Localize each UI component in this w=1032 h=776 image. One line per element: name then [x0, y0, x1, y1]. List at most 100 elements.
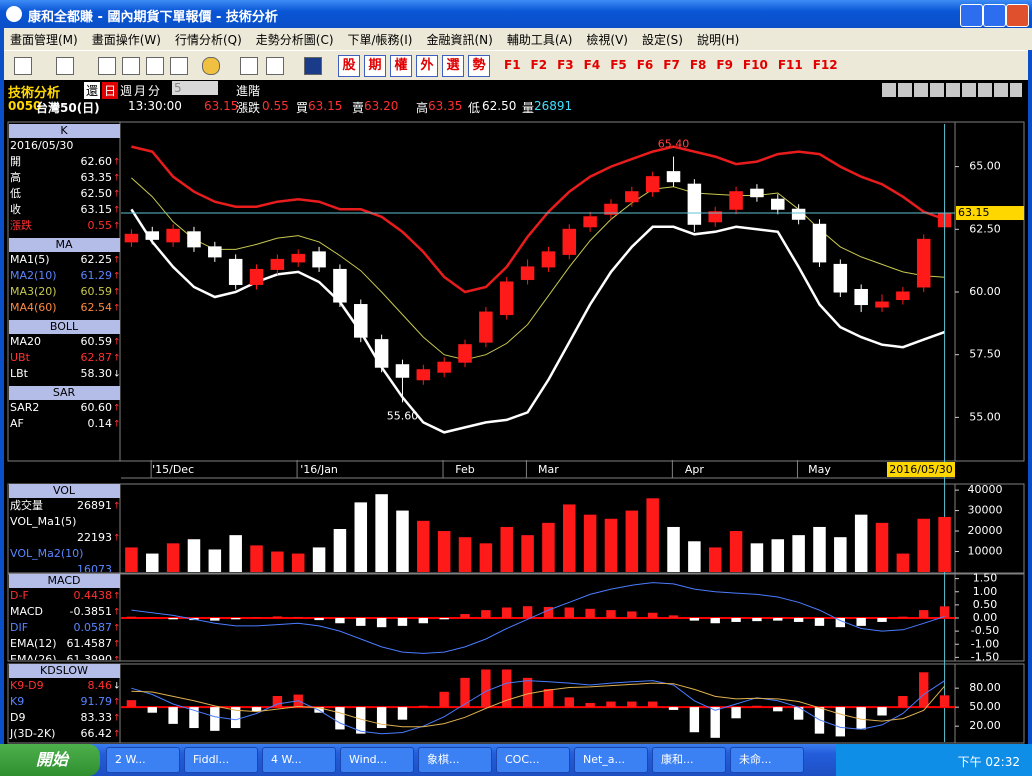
tool-icon[interactable]	[240, 57, 258, 75]
bar-plot	[125, 494, 951, 572]
row-value: 0.14	[88, 417, 113, 430]
menu-item[interactable]: 畫面管理(M)	[10, 32, 78, 47]
function-key[interactable]: F1	[504, 58, 521, 72]
menu-item[interactable]: 走勢分析圖(C)	[255, 32, 334, 47]
y-tick-label: 40000	[968, 483, 1003, 496]
day-button[interactable]: 日	[102, 82, 119, 99]
menu-item[interactable]: 輔助工具(A)	[506, 32, 573, 47]
menu-item[interactable]: 金融資訊(N)	[426, 32, 493, 47]
function-key[interactable]: F3	[557, 58, 574, 72]
row-arrow: ↑	[113, 592, 121, 602]
order-button[interactable]: 股	[338, 55, 360, 77]
task-button[interactable]: Net_a...	[574, 747, 648, 773]
candle-body	[729, 191, 743, 210]
candle-body	[583, 216, 597, 228]
bar	[356, 707, 366, 734]
row-arrow: ↓	[113, 682, 121, 692]
bar	[126, 700, 137, 708]
bar	[333, 529, 347, 572]
bar	[126, 616, 137, 618]
tool-icon[interactable]	[98, 57, 116, 75]
tool-icon[interactable]	[56, 57, 74, 75]
function-key[interactable]: F6	[636, 58, 654, 72]
function-key[interactable]: F5	[610, 58, 627, 72]
tool-icon[interactable]	[14, 57, 32, 75]
period-select[interactable]: 5	[172, 81, 218, 95]
tool-icon[interactable]	[304, 57, 322, 75]
order-button[interactable]: 外	[416, 55, 438, 77]
order-button[interactable]: 選	[442, 55, 464, 77]
indicator-line	[131, 145, 946, 294]
maximize-button[interactable]	[983, 4, 1006, 27]
bar	[606, 701, 616, 708]
order-button[interactable]: 勢	[468, 55, 490, 77]
task-button[interactable]: 康和...	[652, 747, 726, 773]
tool-icon[interactable]	[202, 57, 220, 75]
bar	[773, 707, 783, 712]
task-button[interactable]: 4 W...	[262, 747, 336, 773]
bar	[835, 618, 846, 628]
row-label: 收	[10, 202, 21, 216]
menu-item[interactable]: 說明(H)	[696, 32, 740, 47]
month-button[interactable]: 月	[134, 84, 147, 98]
row-value: 8.46	[88, 679, 113, 692]
tool-icon[interactable]	[170, 57, 188, 75]
task-button[interactable]: 象棋...	[418, 747, 492, 773]
week-button[interactable]: 週	[120, 84, 133, 98]
task-button[interactable]: Fiddl...	[184, 747, 258, 773]
x-tick-label: May	[808, 463, 831, 476]
candle-body	[228, 258, 243, 285]
row-arrow: ↑	[113, 256, 121, 266]
start-button[interactable]: 開始	[0, 744, 100, 776]
bar	[376, 618, 387, 628]
menu-item[interactable]: 設定(S)	[641, 32, 683, 47]
function-key[interactable]: F9	[716, 58, 733, 72]
chart-tools[interactable]	[882, 83, 1022, 97]
restore-button[interactable]: 還	[84, 82, 101, 99]
task-button[interactable]: 未命...	[730, 747, 804, 773]
function-key[interactable]: F11	[777, 58, 803, 72]
candle-body	[562, 228, 577, 255]
bar	[272, 616, 283, 618]
bar	[938, 516, 951, 572]
last-price: 63.15	[204, 99, 239, 113]
function-key[interactable]: F2	[530, 58, 548, 72]
menu-item[interactable]: 行情分析(Q)	[174, 32, 242, 47]
bar	[668, 615, 679, 618]
candle-body	[645, 176, 660, 193]
y-tick-label: -1.00	[971, 637, 999, 650]
menu-item[interactable]: 下單/帳務(I)	[347, 32, 413, 47]
task-button[interactable]: COC...	[496, 747, 570, 773]
menu-item[interactable]: 檢視(V)	[586, 32, 628, 47]
order-button[interactable]: 權	[390, 55, 412, 77]
task-button[interactable]: 2 W...	[106, 747, 180, 773]
bar	[896, 553, 910, 572]
bar	[481, 610, 491, 618]
task-button[interactable]: Wind...	[340, 747, 414, 773]
advanced-button[interactable]: 進階	[236, 84, 261, 98]
bar	[708, 547, 722, 572]
candle-body	[833, 263, 848, 293]
row-arrow: ↑	[113, 698, 121, 708]
bid: 63.15	[308, 99, 343, 113]
menu-item[interactable]: 畫面操作(W)	[91, 32, 161, 47]
last-price-label: 63.15	[958, 206, 990, 219]
row-arrow: ↑	[113, 354, 121, 364]
function-key[interactable]: F8	[689, 58, 707, 72]
tool-icon[interactable]	[266, 57, 284, 75]
bar	[189, 707, 199, 729]
function-key[interactable]: F12	[812, 58, 838, 72]
row-label: EMA(26)	[10, 653, 57, 666]
bar	[293, 616, 303, 618]
function-key[interactable]: F4	[583, 58, 601, 72]
function-key[interactable]: F10	[742, 58, 768, 72]
minute-button[interactable]: 分	[148, 84, 161, 98]
tool-icon[interactable]	[122, 57, 140, 75]
close-button[interactable]	[1006, 4, 1029, 27]
tool-icon[interactable]	[146, 57, 164, 75]
function-key[interactable]: F7	[663, 58, 680, 72]
order-button[interactable]: 期	[364, 55, 386, 77]
pane-frame	[7, 483, 1025, 574]
minimize-button[interactable]	[960, 4, 983, 27]
bar	[375, 494, 388, 572]
